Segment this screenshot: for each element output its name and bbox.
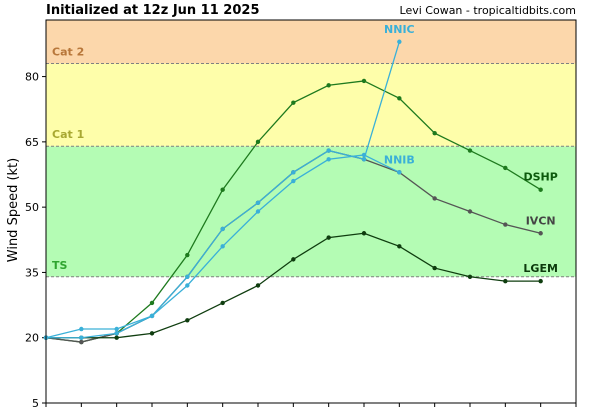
series-point-nnib xyxy=(79,335,84,340)
series-point-ivcn xyxy=(432,196,437,201)
series-point-dshp xyxy=(326,83,331,88)
series-point-lgem xyxy=(291,257,296,262)
y-tick-label-5: 80 xyxy=(25,71,39,84)
series-point-dshp xyxy=(220,187,225,192)
series-point-dshp xyxy=(291,100,296,105)
series-point-nnic xyxy=(291,170,296,175)
series-point-nnic xyxy=(361,157,367,162)
series-point-nnic xyxy=(185,274,190,279)
band-0 xyxy=(46,146,576,277)
series-point-lgem xyxy=(114,335,119,340)
y-tick-label-1: 20 xyxy=(25,332,39,345)
series-point-ivcn xyxy=(538,231,543,236)
series-point-nnib xyxy=(185,283,190,288)
chart-title: Initialized at 12z Jun 11 2025 xyxy=(46,3,259,18)
series-point-nnic xyxy=(114,326,119,332)
y-tick-label-2: 35 xyxy=(25,266,39,279)
series-point-lgem xyxy=(361,231,367,236)
series-label-nnib: NNIB xyxy=(384,153,415,166)
x-axis xyxy=(45,403,577,407)
y-tick-label-4: 65 xyxy=(25,136,39,149)
plot-frame xyxy=(45,19,577,404)
band-label-2: Cat 2 xyxy=(52,46,84,59)
y-axis: 5 20 35 50 65 80 xyxy=(25,71,46,410)
series-point-dshp xyxy=(361,78,367,84)
intensity-bands: TS Cat 1 Cat 2 xyxy=(46,20,576,278)
series-point-nnic xyxy=(255,200,261,205)
series-group: DSHP IVCN LGEM NNIB NNIC xyxy=(43,23,558,345)
band-label-1: Cat 1 xyxy=(52,128,84,141)
band-2 xyxy=(46,20,576,64)
series-point-nnib xyxy=(326,157,331,162)
series-point-lgem xyxy=(149,331,155,336)
band-label-0: TS xyxy=(52,259,68,272)
series-point-lgem xyxy=(503,278,508,284)
series-point-nnic xyxy=(220,226,225,232)
series-point-nnib xyxy=(397,170,402,175)
series-point-nnic xyxy=(149,313,155,319)
series-point-lgem xyxy=(432,265,437,271)
series-point-dshp xyxy=(185,252,190,258)
series-point-lgem xyxy=(255,283,261,288)
series-point-nnib xyxy=(220,244,225,249)
series-point-nnic xyxy=(79,326,84,332)
series-point-lgem xyxy=(326,235,331,240)
series-point-lgem xyxy=(220,300,225,306)
series-point-lgem xyxy=(397,244,402,249)
series-point-ivcn xyxy=(79,339,84,345)
series-point-ivcn xyxy=(467,209,473,214)
series-point-ivcn xyxy=(503,222,508,227)
y-axis-label: Wind Speed (kt) xyxy=(6,158,21,262)
series-label-dshp: DSHP xyxy=(524,171,558,184)
series-point-nnib xyxy=(114,331,119,336)
series-point-dshp xyxy=(503,165,508,171)
chart-credit: Levi Cowan - tropicaltidbits.com xyxy=(400,4,576,17)
series-point-dshp xyxy=(255,139,261,145)
series-label-nnic: NNIC xyxy=(384,23,415,36)
series-label-lgem: LGEM xyxy=(523,262,558,275)
series-label-ivcn: IVCN xyxy=(526,214,556,227)
series-point-dshp xyxy=(538,187,543,192)
series-point-dshp xyxy=(149,300,155,306)
band-1 xyxy=(46,63,576,147)
series-point-lgem xyxy=(185,318,190,323)
series-point-nnic xyxy=(326,148,331,153)
series-point-dshp xyxy=(467,148,473,153)
series-point-nnib xyxy=(291,178,296,184)
y-tick-label-3: 50 xyxy=(25,201,39,214)
series-point-lgem xyxy=(467,274,473,279)
series-point-dshp xyxy=(432,130,437,136)
y-tick-label-0: 5 xyxy=(32,397,39,410)
series-point-nnic xyxy=(397,39,402,44)
series-point-lgem xyxy=(538,278,543,284)
series-point-nnib xyxy=(255,209,261,214)
series-point-dshp xyxy=(397,96,402,101)
